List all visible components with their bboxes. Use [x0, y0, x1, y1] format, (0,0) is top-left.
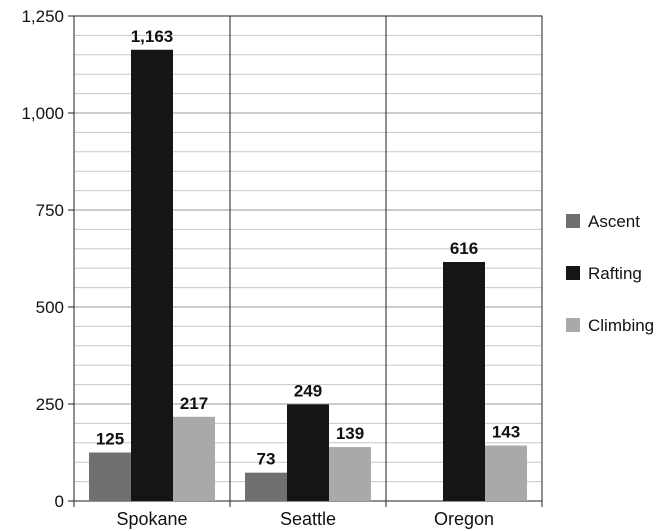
labels-layer: 125 73 1,163 249 616 217 139 143 [96, 27, 520, 469]
data-label: 1,163 [131, 27, 174, 46]
legend-swatch [566, 318, 580, 332]
x-category-label: Spokane [116, 509, 187, 529]
bar-climbing-spokane [173, 416, 215, 501]
legend-label: Rafting [588, 264, 642, 283]
y-tick-label: 1,250 [21, 7, 64, 26]
data-label: 217 [180, 394, 208, 413]
bar-ascent-seattle [245, 472, 287, 501]
bar-rafting-oregon [443, 261, 485, 501]
legend: Ascent Rafting Climbing [566, 212, 654, 335]
axis-layer: 0 250 500 750 1,000 1,250 Spokane Seattle Oregon [21, 7, 543, 529]
bar-climbing-oregon [485, 445, 527, 501]
bar-rafting-spokane [131, 49, 173, 501]
bar-rafting-seattle [287, 404, 329, 501]
y-tick-label: 750 [36, 201, 64, 220]
legend-swatch [566, 266, 580, 280]
y-tick-label: 1,000 [21, 104, 64, 123]
legend-label: Climbing [588, 316, 654, 335]
y-tick-label: 250 [36, 395, 64, 414]
data-label: 73 [257, 450, 276, 469]
x-category-label: Oregon [434, 509, 494, 529]
x-category-label: Seattle [280, 509, 336, 529]
data-label: 139 [336, 424, 364, 443]
data-label: 249 [294, 381, 322, 400]
data-label: 143 [492, 423, 520, 442]
y-tick-label: 500 [36, 298, 64, 317]
bar-climbing-seattle [329, 447, 371, 501]
legend-swatch [566, 214, 580, 228]
data-label: 125 [96, 430, 124, 449]
bar-ascent-spokane [89, 452, 131, 501]
bars-layer [89, 49, 527, 501]
y-tick-label: 0 [55, 492, 64, 511]
data-label: 616 [450, 239, 478, 258]
legend-label: Ascent [588, 212, 640, 231]
